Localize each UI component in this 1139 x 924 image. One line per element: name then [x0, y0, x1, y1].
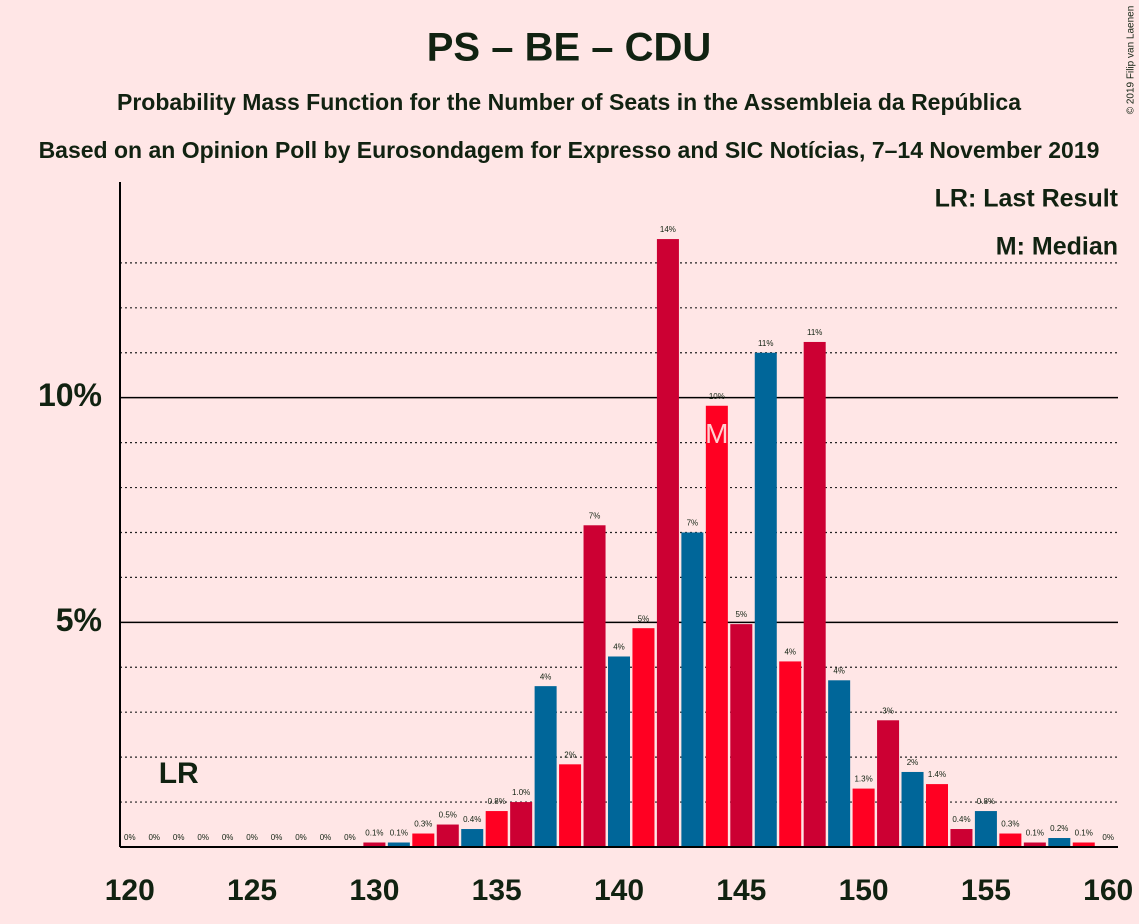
bar — [1048, 838, 1071, 847]
bar — [632, 628, 655, 847]
y-tick-label: 5% — [56, 602, 102, 638]
data-label: 0.1% — [365, 829, 383, 838]
data-label: 5% — [736, 610, 748, 619]
legend-entry: M: Median — [996, 233, 1118, 261]
data-label: 0% — [173, 833, 185, 842]
data-label: 5% — [638, 614, 650, 623]
bar — [877, 720, 900, 847]
bar — [363, 842, 386, 847]
bar — [1023, 842, 1046, 847]
data-label: 0% — [1102, 833, 1114, 842]
data-label: 1.0% — [512, 788, 530, 797]
data-label: 0.3% — [1001, 820, 1019, 829]
x-tick-label: 150 — [839, 874, 889, 907]
data-label: 1.3% — [854, 775, 872, 784]
data-label: 3% — [882, 706, 894, 715]
bar — [705, 405, 728, 847]
data-label: 0.8% — [488, 797, 506, 806]
bar — [510, 802, 533, 847]
data-label: 2% — [907, 758, 919, 767]
bar — [656, 239, 679, 847]
x-tick-label: 155 — [961, 874, 1011, 907]
bar — [681, 532, 704, 847]
data-label: 14% — [660, 225, 676, 234]
bar — [999, 833, 1022, 847]
copyright: © 2019 Filip van Laenen — [1126, 6, 1137, 115]
bar — [583, 525, 606, 847]
data-label: 0% — [246, 833, 258, 842]
x-tick-label: 130 — [349, 874, 399, 907]
bar — [852, 788, 875, 847]
bar — [436, 824, 459, 847]
data-label: 4% — [833, 666, 845, 675]
bar — [387, 842, 410, 847]
bar — [607, 656, 631, 847]
bar — [754, 352, 777, 847]
data-label: 4% — [784, 648, 796, 657]
chart-subtitle: Based on an Opinion Poll by Eurosondagem… — [39, 137, 1100, 163]
bar — [828, 680, 851, 847]
chart-title: PS – BE – CDU — [427, 26, 712, 70]
data-label: 0% — [124, 833, 136, 842]
data-label: 7% — [687, 519, 699, 528]
data-label: 0.2% — [1050, 824, 1068, 833]
chart-subtitle: Probability Mass Function for the Number… — [117, 89, 1021, 115]
y-tick-label: 10% — [38, 377, 102, 413]
x-tick-label: 135 — [472, 874, 522, 907]
data-label: 0.4% — [463, 815, 481, 824]
data-label: 0% — [320, 833, 332, 842]
bar — [803, 341, 826, 847]
last-result-marker: LR — [159, 757, 199, 790]
data-label: 0.4% — [952, 815, 970, 824]
bar — [461, 829, 484, 847]
data-label: 2% — [564, 750, 576, 759]
bar — [559, 764, 582, 847]
x-tick-label: 120 — [105, 874, 155, 907]
data-label: 0% — [271, 833, 283, 842]
x-tick-label: 145 — [716, 874, 766, 907]
data-label: 0% — [197, 833, 209, 842]
data-label: 0% — [148, 833, 160, 842]
legend-entry: LR: Last Result — [935, 185, 1119, 213]
bar — [534, 686, 557, 847]
bar — [901, 771, 924, 847]
data-label: 0.1% — [1075, 829, 1093, 838]
data-label: 1.4% — [928, 770, 946, 779]
x-tick-label: 140 — [594, 874, 644, 907]
data-label: 0.5% — [439, 811, 457, 820]
data-label: 4% — [613, 643, 625, 652]
data-label: 0.1% — [390, 829, 408, 838]
data-label: 0.3% — [414, 820, 432, 829]
median-marker: M — [705, 418, 728, 449]
data-label: 10% — [709, 392, 725, 401]
bar — [925, 784, 948, 847]
data-label: 7% — [589, 511, 601, 520]
x-tick-label: 125 — [227, 874, 277, 907]
data-label: 0% — [295, 833, 307, 842]
bar — [779, 661, 802, 847]
data-label: 0% — [222, 833, 234, 842]
bar — [950, 829, 973, 847]
data-label: 0.1% — [1026, 829, 1044, 838]
bar — [412, 833, 435, 847]
bar — [974, 811, 997, 847]
x-tick-label: 160 — [1083, 874, 1133, 907]
bar — [1072, 842, 1095, 847]
data-label: 0.8% — [977, 797, 995, 806]
bar — [485, 811, 508, 847]
data-label: 0% — [344, 833, 356, 842]
bar — [730, 624, 753, 847]
data-label: 11% — [807, 328, 822, 337]
data-label: 11% — [758, 339, 773, 348]
data-label: 4% — [540, 672, 552, 681]
